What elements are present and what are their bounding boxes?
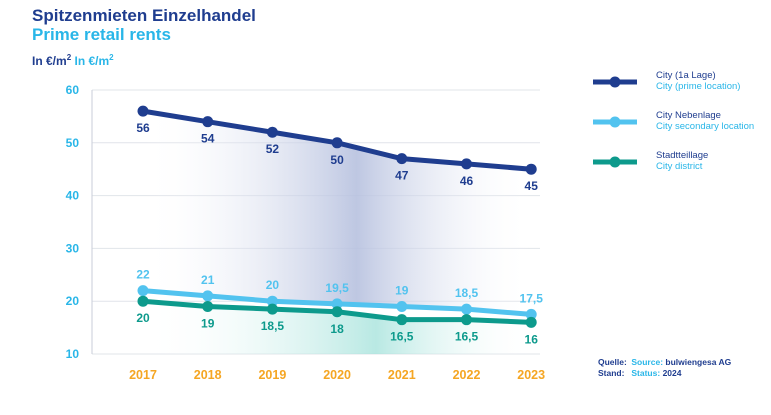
data-label: 45 — [525, 179, 539, 193]
data-label: 22 — [136, 268, 150, 282]
title-block: Spitzenmieten Einzelhandel Prime retail … — [32, 6, 256, 68]
data-point — [331, 306, 343, 318]
y-tick-label: 10 — [66, 347, 80, 361]
data-label: 52 — [266, 142, 280, 156]
status-row: Stand: Status: 2024 — [598, 368, 682, 378]
data-point — [137, 285, 149, 297]
data-point — [525, 163, 537, 175]
data-point — [137, 105, 149, 117]
legend-label-city-prime: City (1a Lage) City (prime location) — [656, 70, 741, 92]
source-row: Quelle: Source: bulwiengesa AG — [598, 357, 732, 367]
data-label: 18 — [330, 322, 344, 336]
x-tick-label: 2023 — [517, 368, 545, 382]
data-point — [396, 153, 408, 165]
legend-label-city-secondary: City Nebenlage City secondary location — [656, 110, 755, 132]
data-point — [396, 300, 408, 312]
legend-swatch-city-prime — [593, 76, 637, 88]
data-label: 18,5 — [455, 286, 479, 300]
unit-label: In €/m2 In €/m2 — [32, 51, 256, 68]
y-tick-label: 50 — [66, 136, 80, 150]
chart-title-german: Spitzenmieten Einzelhandel — [32, 6, 256, 25]
data-point — [525, 316, 537, 328]
data-label: 56 — [136, 121, 150, 135]
data-point — [461, 303, 472, 315]
x-tick-label: 2022 — [453, 368, 481, 382]
data-point — [331, 298, 343, 310]
y-tick-label: 40 — [66, 189, 80, 203]
data-point — [525, 308, 537, 320]
data-label: 19,5 — [325, 281, 349, 295]
data-label: 21 — [201, 273, 215, 287]
data-label: 46 — [460, 174, 474, 188]
data-label: 16,5 — [455, 330, 479, 344]
data-point — [331, 137, 343, 149]
y-tick-label: 60 — [66, 83, 80, 97]
data-label: 19 — [201, 316, 215, 330]
data-point — [461, 314, 472, 326]
data-label: 47 — [395, 169, 409, 183]
unit-english: In €/m2 — [74, 53, 114, 68]
x-tick-label: 2017 — [129, 368, 157, 382]
data-point — [266, 303, 278, 315]
data-point — [266, 295, 278, 307]
unit-german: In €/m2 — [32, 53, 72, 68]
x-tick-label: 2021 — [388, 368, 416, 382]
data-point — [266, 126, 278, 138]
data-label: 19 — [395, 283, 409, 297]
data-label: 20 — [266, 278, 280, 292]
data-label: 16,5 — [390, 330, 414, 344]
data-label: 18,5 — [261, 319, 285, 333]
data-label: 20 — [136, 311, 150, 325]
x-tick-label: 2020 — [323, 368, 351, 382]
data-point — [202, 300, 214, 312]
x-tick-label: 2019 — [258, 368, 286, 382]
data-point — [202, 290, 214, 302]
data-point — [202, 116, 214, 128]
data-label: 16 — [525, 332, 539, 346]
data-label: 54 — [201, 132, 215, 146]
data-point — [461, 158, 472, 170]
data-point — [137, 295, 149, 307]
y-tick-label: 30 — [66, 241, 80, 255]
data-point — [396, 314, 408, 326]
legend-label-city-district: Stadtteillage City district — [656, 150, 709, 172]
shaded-area-lower — [143, 301, 532, 354]
legend-swatch-city-district — [593, 156, 637, 168]
chart-title-english: Prime retail rents — [32, 25, 171, 44]
y-tick-label: 20 — [66, 294, 80, 308]
legend-swatch-city-secondary — [593, 116, 637, 128]
x-tick-label: 2018 — [194, 368, 222, 382]
data-label: 17,5 — [520, 291, 544, 305]
data-label: 50 — [330, 153, 344, 167]
source-note: Quelle: Source: bulwiengesa AG Stand: St… — [598, 357, 731, 379]
